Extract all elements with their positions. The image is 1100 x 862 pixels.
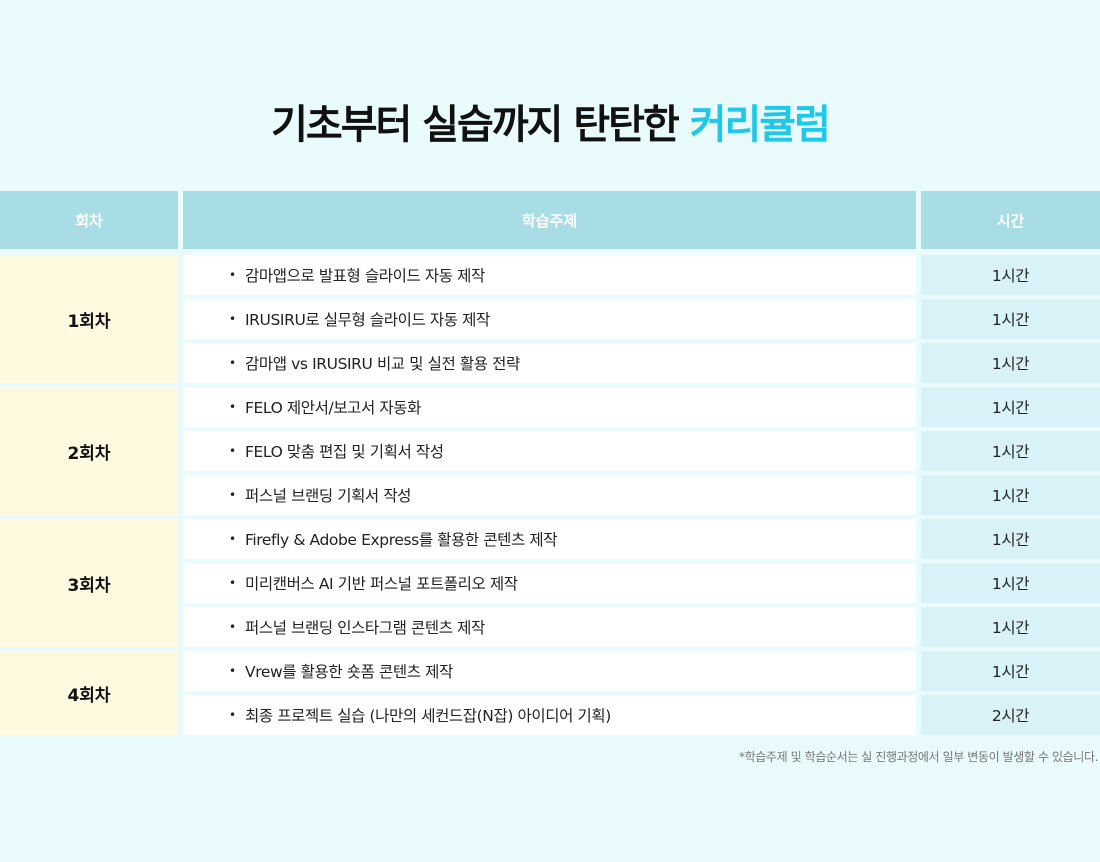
topic-text: IRUSIRU로 실무형 슬라이드 자동 제작 xyxy=(245,311,490,329)
bullet-icon: • xyxy=(229,268,236,282)
title-main: 기초부터 실습까지 탄탄한 xyxy=(271,102,690,148)
bullet-icon: • xyxy=(229,488,236,502)
topic-text: 감마앱 vs IRUSIRU 비교 및 실전 활용 전략 xyxy=(245,355,520,373)
topic-cell: • Firefly & Adobe Express를 활용한 콘텐츠 제작 xyxy=(183,519,916,559)
time-cell: 1시간 xyxy=(921,607,1100,647)
time-cell: 1시간 xyxy=(921,387,1100,427)
topic-text: 최종 프로젝트 실습 (나만의 세컨드잡(N잡) 아이디어 기획) xyxy=(245,707,611,725)
bullet-icon: • xyxy=(229,708,236,722)
bullet-icon: • xyxy=(229,312,236,326)
time-cell: 1시간 xyxy=(921,519,1100,559)
session-label: 1회차 xyxy=(0,255,178,383)
topic-cell: • 감마앱 vs IRUSIRU 비교 및 실전 활용 전략 xyxy=(183,343,916,383)
topic-cell: • 퍼스널 브랜딩 인스타그램 콘텐츠 제작 xyxy=(183,607,916,647)
bullet-icon: • xyxy=(229,444,236,458)
topic-text: FELO 맞춤 편집 및 기획서 작성 xyxy=(245,443,444,461)
header-time: 시간 xyxy=(921,191,1100,249)
footnote: *학습주제 및 학습순서는 실 진행과정에서 일부 변동이 발생할 수 있습니다… xyxy=(739,750,1098,764)
time-cell: 2시간 xyxy=(921,695,1100,735)
topic-cell: • 미리캔버스 AI 기반 퍼스널 포트폴리오 제작 xyxy=(183,563,916,603)
bullet-icon: • xyxy=(229,400,236,414)
time-cell: 1시간 xyxy=(921,299,1100,339)
topic-text: 미리캔버스 AI 기반 퍼스널 포트폴리오 제작 xyxy=(245,575,518,593)
bullet-icon: • xyxy=(229,356,236,370)
page-title: 기초부터 실습까지 탄탄한 커리큘럼 xyxy=(0,92,1100,150)
curriculum-table: 회차 학습주제 시간 1회차 • 감마앱으로 발표형 슬라이드 자동 제작 1시간 • I… xyxy=(0,191,1100,735)
topic-cell: • FELO 맞춤 편집 및 기획서 작성 xyxy=(183,431,916,471)
topic-cell: • FELO 제안서/보고서 자동화 xyxy=(183,387,916,427)
time-cell: 1시간 xyxy=(921,651,1100,691)
topic-text: Firefly & Adobe Express를 활용한 콘텐츠 제작 xyxy=(245,531,558,549)
time-cell: 1시간 xyxy=(921,343,1100,383)
session-label: 2회차 xyxy=(0,387,178,515)
title-accent: 커리큘럼 xyxy=(689,102,831,148)
topic-cell: • 최종 프로젝트 실습 (나만의 세컨드잡(N잡) 아이디어 기획) xyxy=(183,695,916,735)
topic-text: Vrew를 활용한 숏폼 콘텐츠 제작 xyxy=(245,663,453,681)
topic-cell: • 퍼스널 브랜딩 기획서 작성 xyxy=(183,475,916,515)
topic-text: 감마앱으로 발표형 슬라이드 자동 제작 xyxy=(245,267,485,285)
time-cell: 1시간 xyxy=(921,255,1100,295)
topic-text: 퍼스널 브랜딩 인스타그램 콘텐츠 제작 xyxy=(245,619,485,637)
session-label: 4회차 xyxy=(0,651,178,735)
bullet-icon: • xyxy=(229,532,236,546)
time-cell: 1시간 xyxy=(921,431,1100,471)
topic-text: 퍼스널 브랜딩 기획서 작성 xyxy=(245,487,412,505)
header-session: 회차 xyxy=(0,191,178,249)
topic-cell: • Vrew를 활용한 숏폼 콘텐츠 제작 xyxy=(183,651,916,691)
session-label: 3회차 xyxy=(0,519,178,647)
bullet-icon: • xyxy=(229,576,236,590)
topic-cell: • IRUSIRU로 실무형 슬라이드 자동 제작 xyxy=(183,299,916,339)
time-cell: 1시간 xyxy=(921,475,1100,515)
time-cell: 1시간 xyxy=(921,563,1100,603)
topic-text: FELO 제안서/보고서 자동화 xyxy=(245,399,422,417)
topic-cell: • 감마앱으로 발표형 슬라이드 자동 제작 xyxy=(183,255,916,295)
header-topic: 학습주제 xyxy=(183,191,916,249)
bullet-icon: • xyxy=(229,664,236,678)
bullet-icon: • xyxy=(229,620,236,634)
